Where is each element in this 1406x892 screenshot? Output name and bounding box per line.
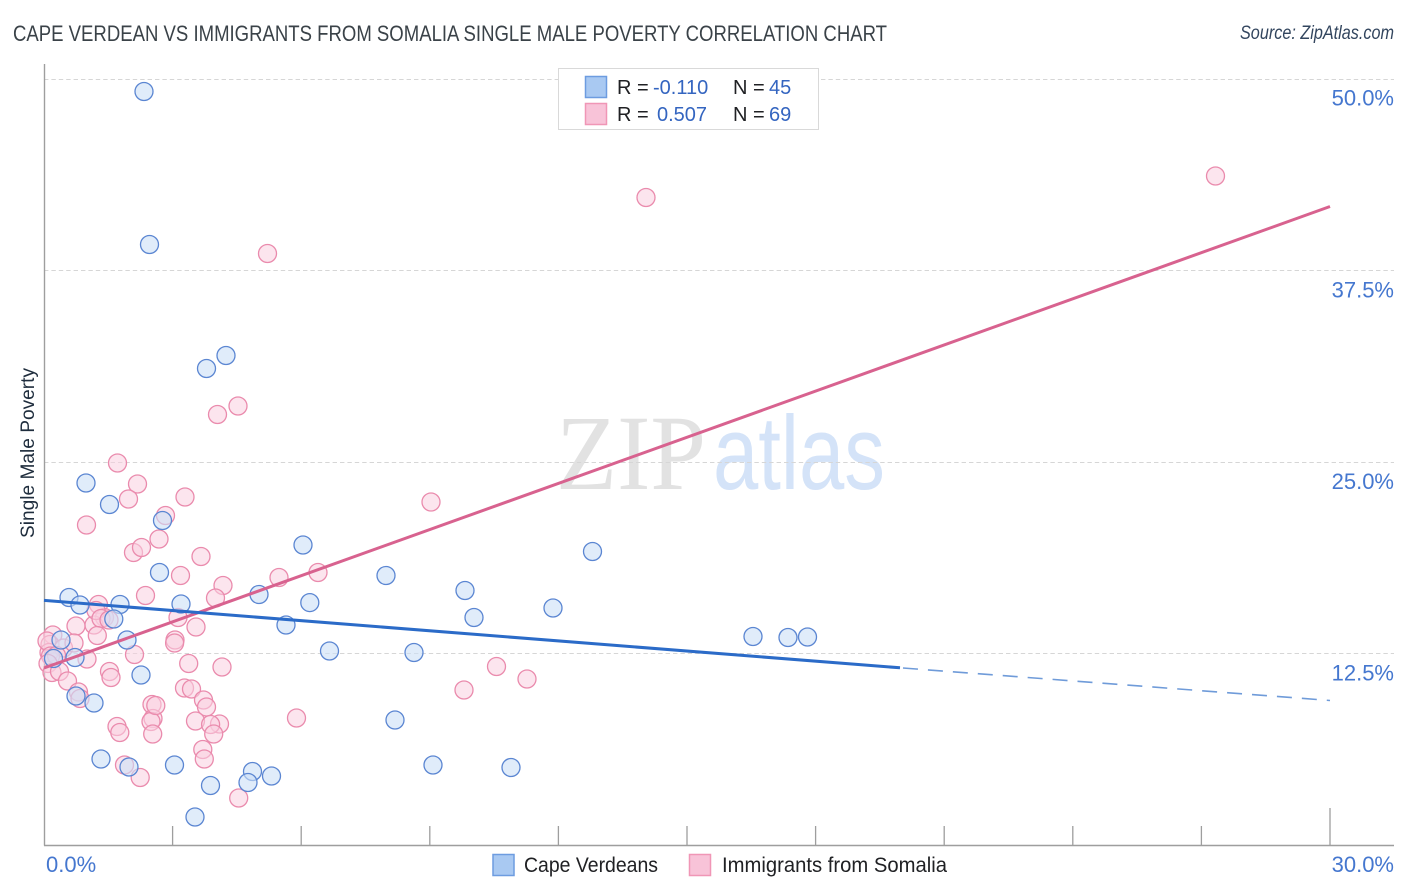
svg-text:37.5%: 37.5% — [1332, 278, 1394, 303]
svg-text:Source: ZipAtlas.com: Source: ZipAtlas.com — [1240, 23, 1394, 44]
svg-text:Single Male Poverty: Single Male Poverty — [18, 367, 39, 538]
svg-text:Cape Verdeans: Cape Verdeans — [524, 854, 658, 877]
svg-text:atlas: atlas — [713, 395, 885, 512]
svg-text:R =: R = — [617, 77, 649, 99]
svg-text:12.5%: 12.5% — [1332, 661, 1394, 686]
svg-text:50.0%: 50.0% — [1332, 86, 1394, 111]
svg-text:N =: N = — [733, 77, 765, 99]
svg-text:-0.110: -0.110 — [653, 77, 708, 99]
svg-text:N =: N = — [733, 104, 765, 126]
svg-text:0.507: 0.507 — [657, 104, 707, 126]
svg-text:30.0%: 30.0% — [1332, 852, 1394, 877]
svg-text:ZIP: ZIP — [556, 395, 706, 513]
svg-text:69: 69 — [769, 104, 791, 126]
svg-text:CAPE VERDEAN VS IMMIGRANTS FRO: CAPE VERDEAN VS IMMIGRANTS FROM SOMALIA … — [13, 21, 887, 46]
svg-text:Immigrants from Somalia: Immigrants from Somalia — [722, 854, 947, 877]
svg-text:45: 45 — [769, 77, 791, 99]
svg-text:R =: R = — [617, 104, 649, 126]
svg-text:0.0%: 0.0% — [46, 852, 96, 877]
svg-text:25.0%: 25.0% — [1332, 469, 1394, 494]
